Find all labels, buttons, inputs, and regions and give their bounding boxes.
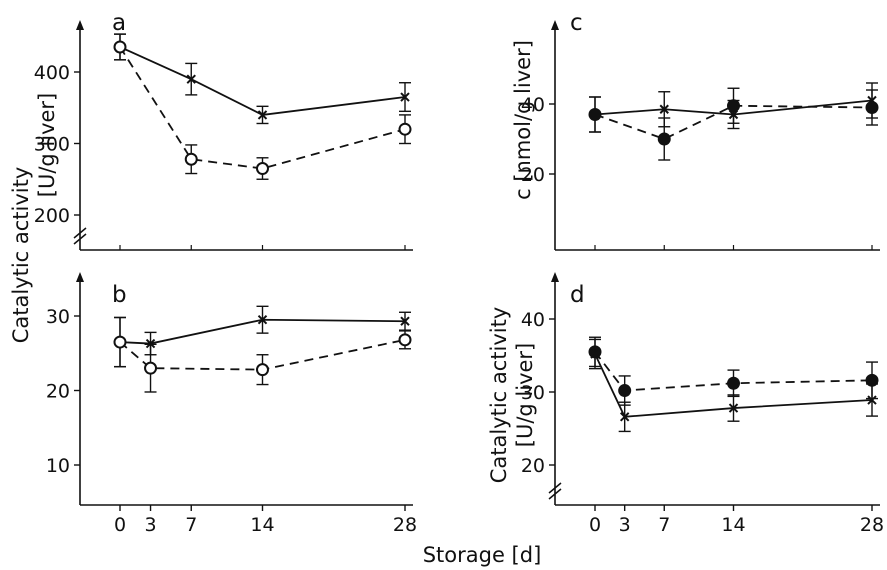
x-tick-label: 28	[393, 514, 417, 536]
x-tick-label: 7	[658, 514, 670, 536]
series-line-cross	[119, 318, 406, 345]
data-point-open-circle	[184, 152, 198, 166]
series-line-open-circle	[119, 338, 406, 371]
panel-c: c 20 40	[521, 10, 880, 251]
y-tick-label: 400	[34, 62, 70, 84]
series-line-cross	[594, 353, 873, 418]
data-point-filled-circle	[865, 101, 879, 114]
x-tick-label: 0	[114, 514, 126, 536]
data-point-cross	[728, 403, 739, 413]
series-line-cross	[594, 99, 873, 116]
y-tick-label: 40	[521, 94, 545, 116]
data-point-open-circle	[113, 335, 127, 349]
panel-letter-c: c	[570, 10, 583, 36]
data-point-cross	[400, 316, 410, 326]
data-point-cross	[145, 338, 156, 349]
panel-letter-d: d	[570, 282, 585, 308]
y-axis-arrow	[551, 272, 559, 282]
x-axis-title: Storage [d]	[423, 543, 542, 567]
data-point-open-circle	[398, 122, 412, 136]
panel-d-y-axis-title: Catalytic activity	[487, 307, 511, 484]
data-point-open-circle	[144, 361, 158, 375]
y-axis-arrow	[76, 20, 84, 30]
data-point-cross	[400, 92, 410, 102]
x-tick-label: 7	[185, 514, 197, 536]
series-line-cross	[119, 46, 406, 116]
y-tick-label: 10	[46, 455, 70, 477]
x-tick-label: 3	[619, 514, 631, 536]
panel-b: b 10 20 30 0 3 7 14 28	[46, 272, 417, 536]
y-tick-label: 30	[521, 382, 545, 404]
data-point-cross	[257, 110, 268, 120]
panel-a: a 200 300 400	[34, 10, 413, 251]
data-point-filled-circle	[618, 384, 632, 398]
y-tick-label: 30	[46, 306, 70, 328]
series-line-filled-circle	[594, 104, 873, 140]
data-point-filled-circle	[727, 99, 740, 113]
x-tick-label: 3	[144, 514, 156, 536]
x-tick-label: 14	[250, 514, 274, 536]
y-axis-arrow	[76, 272, 84, 282]
y-tick-label: 40	[521, 309, 545, 331]
data-point-cross	[867, 395, 877, 405]
series-line-filled-circle	[594, 351, 873, 392]
series-line-open-circle	[119, 46, 406, 170]
x-tick-label: 14	[721, 514, 745, 536]
axis-break-mark	[73, 233, 87, 245]
left-y-axis-title: Catalytic activity	[9, 167, 33, 344]
data-point-open-circle	[256, 162, 269, 176]
y-tick-label: 20	[521, 455, 545, 477]
axis-break-mark	[73, 227, 87, 239]
x-tick-label: 0	[589, 514, 601, 536]
panel-d-y-axis-unit: [U/g liver]	[513, 343, 537, 448]
data-point-open-circle	[256, 363, 269, 377]
data-point-filled-circle	[727, 376, 740, 390]
left-y-axis-unit: [U/g liver]	[35, 93, 59, 198]
y-tick-label: 300	[34, 134, 70, 156]
y-tick-label: 20	[521, 164, 545, 186]
panel-letter-a: a	[112, 10, 126, 36]
data-point-open-circle	[113, 40, 127, 54]
data-point-open-circle	[398, 333, 412, 347]
y-tick-label: 200	[34, 205, 70, 227]
data-point-filled-circle	[588, 108, 602, 121]
data-point-cross	[590, 349, 600, 359]
y-tick-label: 20	[46, 381, 70, 403]
data-point-cross	[257, 315, 268, 325]
data-point-cross	[186, 74, 196, 84]
panel-c-y-axis-title: c [nmol/g liver]	[511, 40, 535, 200]
x-tick-label: 28	[860, 514, 884, 536]
data-point-filled-circle	[657, 132, 671, 146]
axis-break-mark	[548, 488, 562, 500]
panel-letter-b: b	[112, 282, 127, 308]
data-point-cross	[659, 104, 669, 114]
y-axis-arrow	[551, 20, 559, 30]
panel-d: d 20 30 40 0 3 7 14 28	[521, 272, 884, 536]
data-point-cross	[619, 412, 630, 422]
axis-break-mark	[548, 482, 562, 494]
